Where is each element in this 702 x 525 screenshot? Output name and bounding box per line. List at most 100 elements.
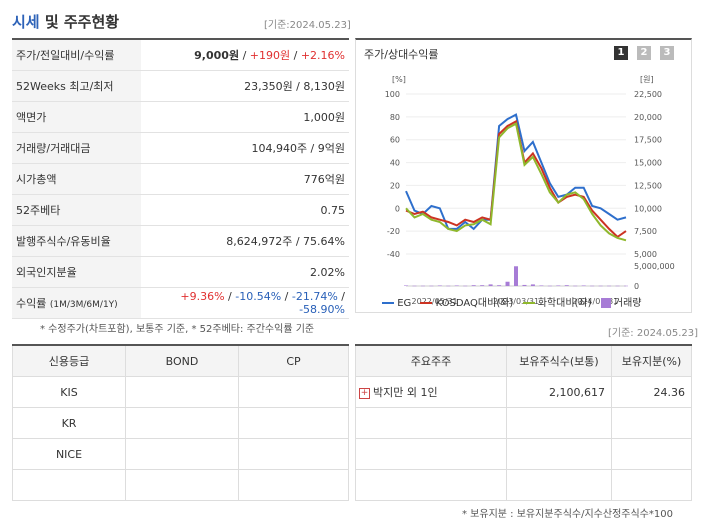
holders-header: 보유주식수(보통) bbox=[507, 345, 612, 377]
cp-cell bbox=[239, 408, 349, 439]
row-label: 시가총액 bbox=[12, 164, 141, 195]
row-label: 주가/전일대비/수익률 bbox=[12, 39, 141, 71]
table-row: KIS bbox=[13, 377, 349, 408]
holder-shares-cell bbox=[507, 408, 612, 439]
holder-name-cell bbox=[356, 439, 507, 470]
holder-name-cell[interactable]: + 박지만 외 1인 bbox=[356, 377, 507, 408]
table-row bbox=[356, 439, 692, 470]
table-row: 발행주식수/유동비율 8,624,972주 / 75.64% bbox=[12, 226, 349, 257]
y-right-tick-label: 10,000 bbox=[634, 204, 662, 213]
volume-bar bbox=[573, 286, 577, 287]
table-row: 52주베타 0.75 bbox=[12, 195, 349, 226]
holders-header: 보유지분(%) bbox=[612, 345, 692, 377]
table-row bbox=[356, 470, 692, 501]
stock-note: * 수정주가(차트포함), 보통주 기준, * 52주베타: 주간수익률 기준 bbox=[40, 320, 314, 335]
y-right-tick-label: 5,000 bbox=[634, 250, 657, 259]
shareholders-table: 주요주주 보유주식수(보통) 보유지분(%) + 박지만 외 1인 2,100,6… bbox=[355, 344, 692, 501]
row-label: 수익률 (1M/3M/6M/1Y) bbox=[12, 288, 141, 319]
chart-title: 주가/상대수익률 bbox=[364, 46, 439, 62]
volume-bar bbox=[599, 286, 603, 287]
volume-bar bbox=[455, 285, 459, 286]
legend-swatch-chem bbox=[523, 302, 535, 304]
base-date: [기준:2024.05.23] bbox=[264, 16, 351, 31]
page-title: 시세 및 주주현황 bbox=[12, 11, 119, 32]
page-title-rest: 및 주주현황 bbox=[40, 13, 119, 31]
series-line-1 bbox=[406, 121, 626, 236]
row-label: 액면가 bbox=[12, 102, 141, 133]
agency-cell: KIS bbox=[13, 377, 126, 408]
legend-swatch-eg bbox=[382, 302, 394, 304]
volume-bar bbox=[522, 285, 526, 286]
legend-label-volume: 거래량 bbox=[614, 298, 642, 309]
y-left-tick-label: 0 bbox=[395, 204, 400, 213]
row-label: 거래량/거래대금 bbox=[12, 133, 141, 164]
volume-bar bbox=[514, 266, 518, 286]
holders-note: * 보유지분 : 보유지분주식수/지수산정주식수*100 bbox=[462, 505, 673, 520]
y-right-tick-label: 12,500 bbox=[634, 181, 662, 190]
table-row: NICE bbox=[13, 439, 349, 470]
chart-page-3-button[interactable]: 3 bbox=[660, 46, 674, 60]
holder-shares-cell bbox=[507, 439, 612, 470]
series-line-2 bbox=[406, 124, 626, 241]
volume-tick-label: 5,000,000 bbox=[634, 262, 675, 271]
volume-bar bbox=[438, 285, 442, 286]
chart-page-1-button[interactable]: 1 bbox=[614, 46, 628, 60]
credit-header: 신용등급 bbox=[13, 345, 126, 377]
agency-cell: KR bbox=[13, 408, 126, 439]
agency-cell bbox=[13, 470, 126, 501]
table-row: 주가/전일대비/수익률 9,000원 / +190원 / +2.16% bbox=[12, 39, 349, 71]
volume-bar bbox=[472, 285, 476, 286]
cp-cell bbox=[239, 439, 349, 470]
table-row: 액면가 1,000원 bbox=[12, 102, 349, 133]
table-row bbox=[13, 470, 349, 501]
holder-name-cell bbox=[356, 408, 507, 439]
credit-rating-table: 신용등급 BOND CP KIS KR NICE bbox=[12, 344, 349, 501]
right-unit-label: [원] bbox=[640, 75, 654, 84]
legend-swatch-kosdaq bbox=[420, 302, 432, 304]
volume-bar bbox=[582, 285, 586, 286]
stock-info-table: 주가/전일대비/수익률 9,000원 / +190원 / +2.16% 52We… bbox=[12, 38, 349, 319]
row-label: 외국인지분율 bbox=[12, 257, 141, 288]
chart-legend: EG KOSDAQ대비(좌) 화학대비(좌) 거래량 bbox=[382, 294, 642, 309]
volume-bar bbox=[463, 286, 467, 287]
holder-pct-cell bbox=[612, 439, 692, 470]
volume-bar bbox=[480, 285, 484, 286]
volume-bar bbox=[446, 286, 450, 287]
legend-label-eg: EG bbox=[397, 298, 411, 309]
volume-bar bbox=[421, 286, 425, 287]
volume-bar bbox=[489, 284, 493, 286]
volume-tick-label: 0 bbox=[634, 282, 639, 291]
row-value: 23,350원 / 8,130원 bbox=[141, 71, 349, 102]
y-left-tick-label: 60 bbox=[390, 136, 400, 145]
legend-label-kosdaq: KOSDAQ대비(좌) bbox=[436, 298, 514, 309]
credit-header: BOND bbox=[126, 345, 239, 377]
chart-page-2-button[interactable]: 2 bbox=[637, 46, 651, 60]
bond-cell bbox=[126, 470, 239, 501]
volume-bar bbox=[565, 285, 569, 286]
agency-cell: NICE bbox=[13, 439, 126, 470]
volume-bar bbox=[429, 286, 433, 287]
legend-label-chem: 화학대비(좌) bbox=[538, 298, 592, 309]
holder-pct-cell: 24.36 bbox=[612, 377, 692, 408]
cp-cell bbox=[239, 377, 349, 408]
volume-bar bbox=[548, 286, 552, 287]
expand-icon[interactable]: + bbox=[359, 388, 370, 399]
y-left-tick-label: -40 bbox=[387, 250, 400, 259]
table-row: 외국인지분율 2.02% bbox=[12, 257, 349, 288]
volume-bar bbox=[506, 282, 510, 286]
holder-name-cell bbox=[356, 470, 507, 501]
returns-value: +9.36% / -10.54% / -21.74% / -58.90% bbox=[141, 288, 349, 319]
table-row: 52Weeks 최고/최저 23,350원 / 8,130원 bbox=[12, 71, 349, 102]
volume-bar bbox=[590, 286, 594, 287]
y-left-tick-label: 80 bbox=[390, 113, 400, 122]
chart-svg: [%] [원]100806040200-20-4022,50020,00017,5… bbox=[356, 68, 691, 308]
volume-bar bbox=[607, 286, 611, 287]
row-value: 0.75 bbox=[141, 195, 349, 226]
table-row: 거래량/거래대금 104,940주 / 9억원 bbox=[12, 133, 349, 164]
row-label: 발행주식수/유동비율 bbox=[12, 226, 141, 257]
cp-cell bbox=[239, 470, 349, 501]
table-row bbox=[356, 408, 692, 439]
credit-header: CP bbox=[239, 345, 349, 377]
chart-base-date: [기준: 2024.05.23] bbox=[608, 324, 698, 339]
y-left-tick-label: 100 bbox=[385, 90, 400, 99]
